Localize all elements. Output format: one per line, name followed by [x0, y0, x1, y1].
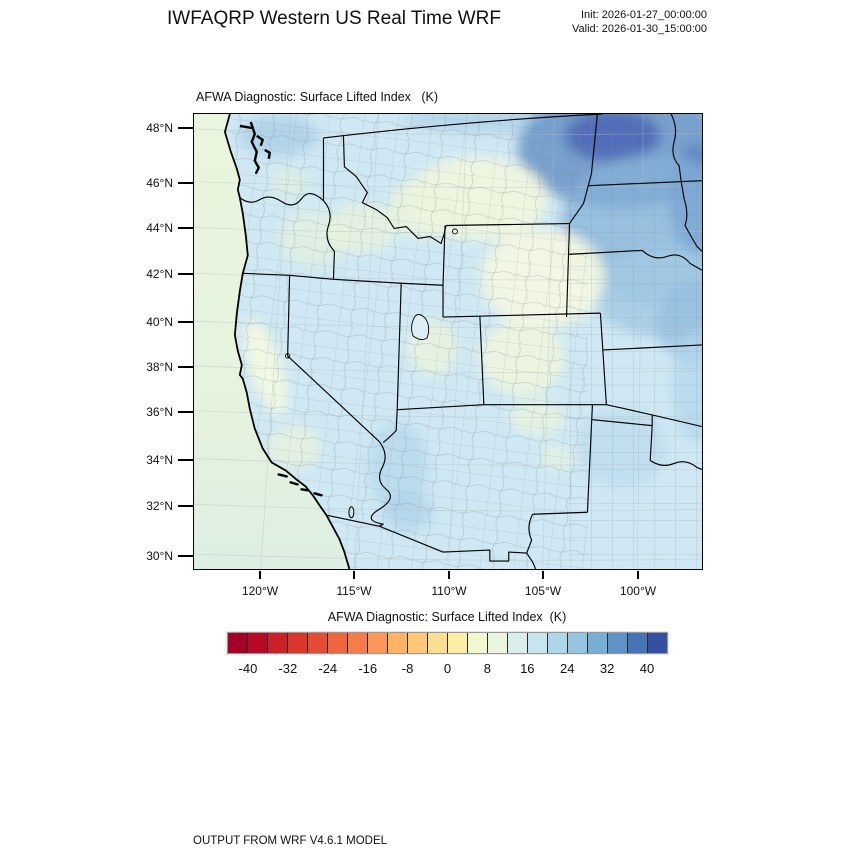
- colorbar-tick-value: -40: [238, 661, 258, 676]
- lat-tick-mark: [178, 366, 193, 368]
- coastline: [223, 114, 351, 569]
- lon-tick-label: 120°W: [241, 584, 279, 598]
- colorbar-tick-value: 32: [599, 661, 615, 676]
- lat-tick-mark: [178, 555, 193, 557]
- lat-tick-label: 34°N: [146, 453, 173, 467]
- colorbar-tick-value: -32: [278, 661, 298, 676]
- colorbar-tick-value: 8: [483, 661, 492, 676]
- colorbar-cell: [527, 633, 547, 653]
- colorbar-cell: [387, 633, 407, 653]
- lat-tick-mark: [178, 127, 193, 129]
- colorbar-cell: [228, 633, 247, 653]
- colorbar-cell: [467, 633, 487, 653]
- lon-tick-mark: [637, 571, 639, 579]
- colorbar-cell: [487, 633, 507, 653]
- colorbar-tick-labels: -40 -32 -24 -16 -8 0 8 16 24 32 40: [228, 661, 667, 677]
- colorbar-cell: [287, 633, 307, 653]
- colorbar-cell: [587, 633, 607, 653]
- plot-title: AFWA Diagnostic: Surface Lifted Index (K…: [196, 90, 438, 104]
- lat-tick-label: 32°N: [146, 499, 173, 513]
- colorbar-cell: [647, 633, 667, 653]
- lon-tick-mark: [542, 571, 544, 579]
- colorbar-cell: [607, 633, 627, 653]
- lat-tick-label: 46°N: [146, 176, 173, 190]
- yellowstone-lake: [452, 228, 458, 235]
- colorbar-cell: [427, 633, 447, 653]
- puget-sound: [239, 121, 271, 175]
- footer: OUTPUT FROM WRF V4.6.1 MODEL WE = 310 ; …: [193, 806, 645, 850]
- colorbar: [227, 632, 668, 654]
- lat-tick-label: 38°N: [146, 360, 173, 374]
- colorbar-title: AFWA Diagnostic: Surface Lifted Index (K…: [327, 610, 567, 624]
- footer-line1: OUTPUT FROM WRF V4.6.1 MODEL: [193, 835, 388, 847]
- channel-islands: [277, 473, 323, 497]
- lat-tick-label: 40°N: [146, 315, 173, 329]
- colorbar-cell: [307, 633, 327, 653]
- page-title: IWFAQRP Western US Real Time WRF: [167, 8, 501, 29]
- ocean-fill: [194, 114, 350, 569]
- lakes: [284, 228, 458, 519]
- colorbar-cell: [547, 633, 567, 653]
- great-salt-lake: [411, 314, 430, 341]
- lon-tick-label: 115°W: [336, 584, 372, 598]
- state-borders: [239, 114, 702, 569]
- colorbar-cell: [627, 633, 647, 653]
- lat-tick-mark: [178, 227, 193, 229]
- lon-tick-mark: [259, 571, 261, 579]
- lat-tick-mark: [178, 273, 193, 275]
- colorbar-cell: [447, 633, 467, 653]
- colorbar-tick-value: -16: [358, 661, 378, 676]
- colorbar-cell: [507, 633, 527, 653]
- lon-tick-label: 105°W: [524, 584, 562, 598]
- lon-tick-mark: [353, 571, 355, 579]
- lat-tick-mark: [178, 321, 193, 323]
- lat-tick-label: 30°N: [146, 549, 173, 563]
- lat-tick-label: 36°N: [146, 405, 173, 419]
- lon-tick-label: 110°W: [431, 584, 467, 598]
- colorbar-cell: [267, 633, 287, 653]
- lat-tick-mark: [178, 459, 193, 461]
- lat-tick-label: 42°N: [146, 267, 173, 281]
- colorbar-tick-value: 0: [443, 661, 452, 676]
- colorbar-cell: [327, 633, 347, 653]
- colorbar-tick-value: 16: [520, 661, 535, 676]
- lat-tick-mark: [178, 505, 193, 507]
- lat-tick-label: 44°N: [146, 221, 173, 235]
- colorbar-cell: [347, 633, 367, 653]
- colorbar-cell: [407, 633, 427, 653]
- lon-tick-mark: [448, 571, 450, 579]
- map-frame: [193, 113, 703, 570]
- init-time: Init: 2026-01-27_00:00:00: [581, 9, 707, 21]
- run-info: Init: 2026-01-27_00:00:00 Valid: 2026-01…: [572, 9, 707, 36]
- colorbar-cell: [367, 633, 387, 653]
- colorbar-tick-value: -8: [401, 661, 414, 676]
- lat-tick-label: 48°N: [146, 121, 173, 135]
- valid-time: Valid: 2026-01-30_15:00:00: [572, 22, 707, 35]
- lat-tick-mark: [178, 182, 193, 184]
- colorbar-tick-value: 40: [639, 661, 655, 676]
- colorbar-tick-value: -24: [318, 661, 338, 676]
- lon-tick-label: 100°W: [619, 584, 657, 598]
- colorbar-tick-value: 24: [559, 661, 575, 676]
- colorbar-cell: [247, 633, 267, 653]
- map-canvas: [194, 114, 702, 569]
- salton-sea: [348, 506, 355, 519]
- lat-tick-mark: [178, 411, 193, 413]
- colorbar-cell: [567, 633, 587, 653]
